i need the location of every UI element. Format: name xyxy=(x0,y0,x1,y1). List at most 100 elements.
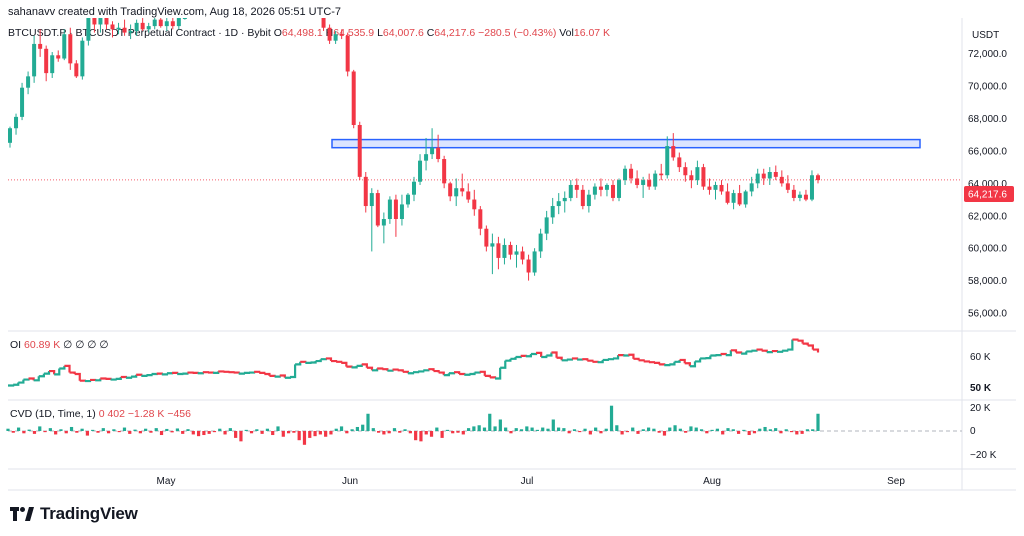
cvd-bar xyxy=(493,426,497,431)
cvd-bar xyxy=(117,431,121,433)
cvd-bar xyxy=(138,431,142,434)
oi-step-segment xyxy=(74,372,81,381)
oi-step-segment xyxy=(428,368,435,372)
candle-body xyxy=(321,18,326,28)
cvd-bar xyxy=(371,428,375,431)
cvd-bar xyxy=(594,427,598,431)
oi-step-segment xyxy=(438,371,445,376)
oi-step-segment xyxy=(336,360,343,363)
cvd-bar xyxy=(408,431,412,434)
candle-body xyxy=(689,175,694,181)
oi-step-segment xyxy=(115,376,122,380)
cvd-bar xyxy=(699,429,704,431)
oi-value: 60.89 K xyxy=(24,339,61,351)
oi-step-segment xyxy=(254,370,261,373)
oi-step-segment xyxy=(136,373,143,376)
candle-body xyxy=(653,173,658,187)
cvd-bar xyxy=(641,429,645,431)
candle-body xyxy=(508,244,513,255)
low-label: L xyxy=(377,27,383,39)
oi-step-segment xyxy=(110,378,117,381)
price-tick-label: 58,000.0 xyxy=(968,276,1007,287)
cvd-bar xyxy=(218,428,222,431)
cvd-bar xyxy=(196,431,201,437)
cvd-bar xyxy=(498,419,502,431)
candle-body xyxy=(737,193,742,205)
month-label: Sep xyxy=(887,476,905,487)
candle-body xyxy=(92,18,97,25)
cvd-bar xyxy=(387,431,391,434)
cvd-bar xyxy=(75,431,79,433)
oi-step-segment xyxy=(182,372,189,375)
oi-step-segment xyxy=(146,374,153,377)
price-tick-label: 66,000.0 xyxy=(968,146,1007,157)
symbol-name[interactable]: BTCUSDT.P · BTCUSDT Perpetual Contract ·… xyxy=(8,27,271,39)
oi-step-segment xyxy=(13,382,20,386)
month-label: Aug xyxy=(703,476,721,487)
candle-body xyxy=(574,184,579,190)
candle-body xyxy=(399,204,404,220)
high-value: 64,535.9 xyxy=(333,27,375,39)
cvd-bar xyxy=(91,429,95,431)
oi-step-segment xyxy=(746,350,753,353)
cvd-bar xyxy=(768,429,772,431)
cvd-bar xyxy=(128,431,132,434)
candle-body xyxy=(490,243,495,247)
oi-step-segment xyxy=(330,359,338,363)
cvd-bar xyxy=(604,428,608,431)
tradingview-logo[interactable]: TradingView xyxy=(10,504,138,524)
cvd-bar xyxy=(318,431,322,435)
cvd-bar xyxy=(144,428,148,431)
candle-body xyxy=(110,24,115,30)
oi-step-segment xyxy=(131,374,138,378)
cvd-bar xyxy=(763,426,767,431)
candle-body xyxy=(424,154,429,161)
candle-body xyxy=(791,189,796,198)
oi-step-segment xyxy=(469,372,476,376)
candle-body xyxy=(387,199,392,220)
cvd-bar xyxy=(186,429,190,431)
oi-step-segment xyxy=(489,376,497,379)
candle-body xyxy=(532,251,537,273)
cvd-bar xyxy=(445,429,450,431)
cvd-bar xyxy=(774,428,778,431)
oi-step-segment xyxy=(105,377,112,380)
cvd-bar xyxy=(361,424,365,431)
symbol-ohlc-line: BTCUSDT.P · BTCUSDT Perpetual Contract ·… xyxy=(8,27,610,39)
month-label: May xyxy=(157,476,176,487)
oi-step-segment xyxy=(295,361,302,366)
cvd-bar xyxy=(482,427,487,431)
cvd-bar xyxy=(525,426,529,431)
cvd-bar xyxy=(472,426,476,431)
candle-body xyxy=(140,22,145,30)
cvd-bar xyxy=(789,431,794,433)
price-tick-label: 72,000.0 xyxy=(968,49,1007,60)
oi-step-segment xyxy=(300,360,307,363)
candle-body xyxy=(68,34,73,64)
cvd-bar xyxy=(509,431,513,434)
cvd-bar xyxy=(578,431,582,433)
tradingview-wordmark: TradingView xyxy=(40,504,138,523)
candle-body xyxy=(430,147,435,155)
candle-body xyxy=(418,160,423,182)
oi-step-segment xyxy=(674,359,681,363)
cvd-bar xyxy=(689,426,693,431)
cvd-bar xyxy=(297,431,301,441)
cvd-bar xyxy=(202,431,206,436)
candle-body xyxy=(526,259,531,273)
candle-body xyxy=(442,159,447,184)
cvd-bar xyxy=(551,419,555,431)
candle-body xyxy=(592,186,597,195)
oi-step-segment xyxy=(653,361,661,365)
oi-step-segment xyxy=(49,369,56,375)
oi-step-segment xyxy=(633,357,640,361)
oi-step-segment xyxy=(561,359,568,362)
cvd-bar xyxy=(615,425,619,431)
cvd-bar xyxy=(302,431,307,445)
oi-step-segment xyxy=(33,376,40,382)
candle-body xyxy=(454,188,459,197)
resistance-zone-box[interactable] xyxy=(331,138,921,149)
oi-step-segment xyxy=(623,354,630,357)
cvd-bar xyxy=(286,431,291,434)
